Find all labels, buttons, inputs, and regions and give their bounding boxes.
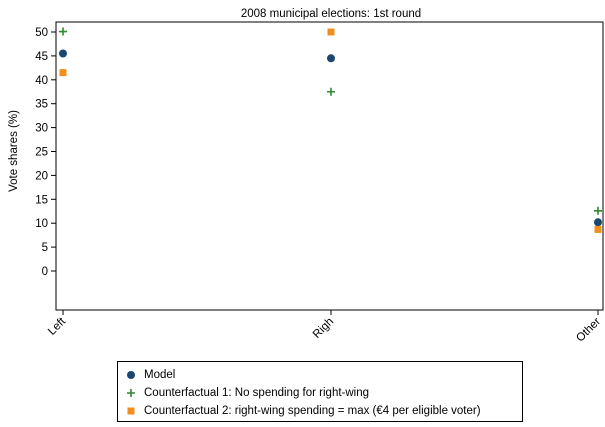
- chart-title: 2008 municipal elections: 1st round: [241, 8, 421, 20]
- x-tick-label: Other: [574, 316, 603, 345]
- model-point: [594, 218, 602, 227]
- model-point: [327, 54, 335, 63]
- plot-frame: [55, 21, 604, 311]
- counterfactual-1-point: [327, 87, 335, 96]
- circle-marker-icon: [124, 368, 138, 382]
- y-tick-label: 50: [35, 27, 48, 39]
- legend: Model Counterfactual 1: No spending for …: [117, 361, 523, 422]
- model-point: [59, 49, 67, 58]
- y-tick-label: 15: [35, 194, 48, 206]
- y-axis: 0 5 10 15 20 25 30 35 40 45 50: [35, 27, 56, 278]
- y-tick-label: 20: [35, 170, 48, 182]
- legend-item-model: Model: [124, 366, 175, 383]
- counterfactual-1-point: [59, 27, 67, 36]
- y-tick-label: 45: [35, 51, 48, 63]
- legend-label: Counterfactual 1: No spending for right-…: [144, 386, 370, 399]
- x-tick-label: Left: [46, 315, 69, 338]
- y-tick-label: 0: [42, 266, 48, 278]
- counterfactual-1-point: [594, 206, 602, 215]
- counterfactual-2-point: [594, 225, 602, 233]
- square-marker-icon: [124, 404, 138, 418]
- y-tick-label: 30: [35, 123, 48, 135]
- legend-label: Model: [144, 368, 176, 381]
- legend-item-counterfactual-1: Counterfactual 1: No spending for right-…: [124, 384, 369, 401]
- x-axis: Left Righ Other: [46, 310, 603, 344]
- counterfactual-2-point: [327, 28, 335, 36]
- counterfactual-2-point: [59, 69, 67, 77]
- x-tick-label: Righ: [311, 316, 336, 341]
- legend-item-counterfactual-2: Counterfactual 2: right-wing spending = …: [124, 402, 481, 419]
- y-tick-label: 35: [35, 99, 48, 111]
- y-tick-label: 10: [35, 218, 48, 230]
- plus-marker-icon: [124, 386, 138, 400]
- chart-canvas: 2008 municipal elections: 1st round Vote…: [8, 8, 604, 344]
- y-axis-label: Vote shares (%): [8, 110, 20, 192]
- data-points: [59, 27, 602, 233]
- y-tick-label: 40: [35, 75, 48, 87]
- y-tick-label: 5: [42, 242, 48, 254]
- legend-label: Counterfactual 2: right-wing spending = …: [144, 404, 481, 417]
- y-tick-label: 25: [35, 147, 48, 159]
